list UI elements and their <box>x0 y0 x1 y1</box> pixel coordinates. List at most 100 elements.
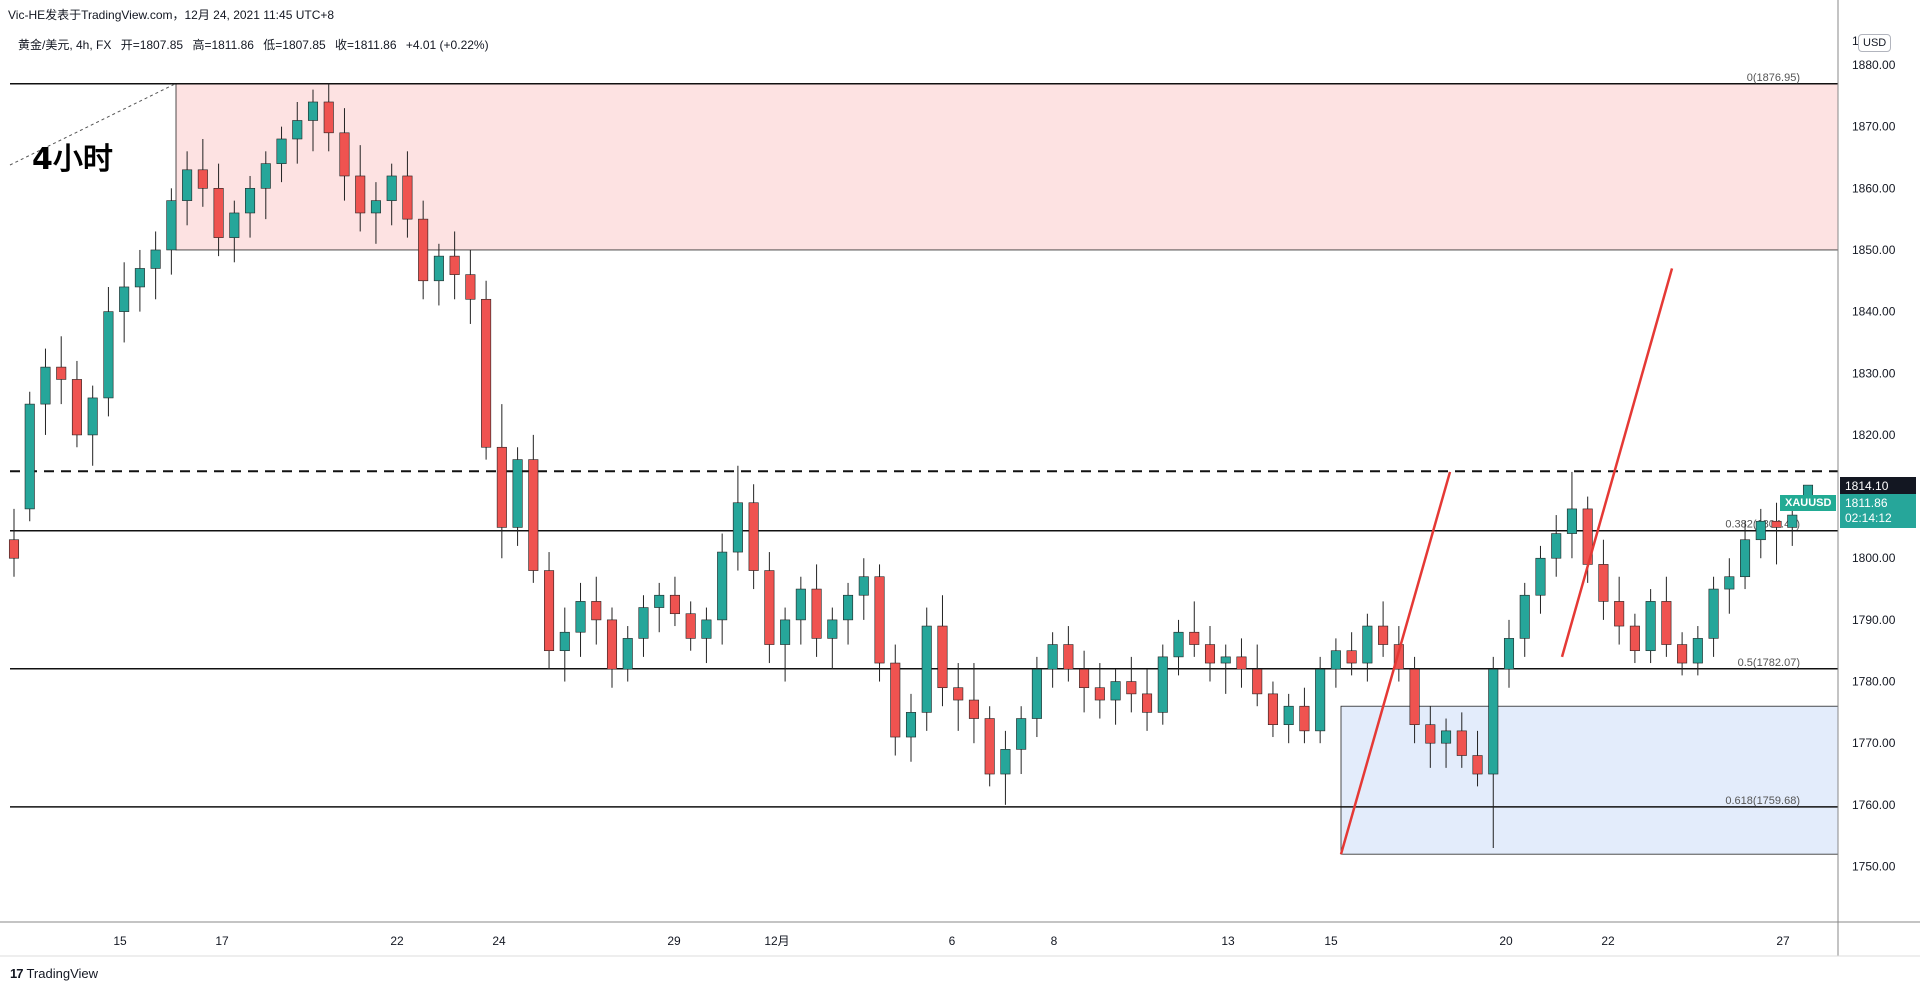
candle-body <box>307 101 319 121</box>
candle-body <box>1031 668 1042 719</box>
candle-body <box>1551 533 1562 559</box>
price-tick-label: 1770.00 <box>1852 736 1896 750</box>
candle-body <box>874 576 885 664</box>
candle-body <box>87 397 98 436</box>
candle-body <box>481 298 492 448</box>
candle-body <box>968 699 979 719</box>
candle-body <box>323 101 334 134</box>
candle-body <box>1677 644 1688 664</box>
candle-body <box>1787 514 1798 528</box>
candle-body <box>229 212 240 238</box>
date-tick-label: 24 <box>492 934 506 948</box>
candle-body <box>638 607 649 639</box>
candle-body <box>1598 564 1609 602</box>
candle-body <box>528 459 539 571</box>
candle-body <box>764 570 775 645</box>
date-tick-label: 27 <box>1776 934 1790 948</box>
candle-body <box>1189 631 1200 645</box>
price-tick-label: 1750.00 <box>1852 860 1896 874</box>
price-tick-label: 1820.00 <box>1852 428 1896 442</box>
level-label-0: 0(1876.95) <box>1747 72 1800 84</box>
candle-body <box>496 446 507 528</box>
candle-body <box>685 613 696 639</box>
tradingview-logo[interactable]: 17 TradingView <box>10 966 98 981</box>
candle-body <box>1425 724 1436 744</box>
candle-body <box>890 662 901 738</box>
level-label-2: 0.5(1782.07) <box>1738 657 1800 669</box>
candle-body <box>1409 668 1420 726</box>
date-tick-label: 17 <box>215 934 229 948</box>
candle-body <box>1094 687 1105 701</box>
date-tick-label: 29 <box>667 934 681 948</box>
candle-body <box>386 175 397 201</box>
candle-body <box>1063 644 1074 670</box>
candle-body <box>1503 638 1515 670</box>
level-price-tag: 1814.10 <box>1840 477 1916 495</box>
candle-body <box>1252 668 1263 695</box>
candle-body <box>119 286 130 312</box>
candle-body <box>1110 681 1121 701</box>
candle-body <box>654 594 665 608</box>
candle-body <box>71 379 82 436</box>
candle-body <box>1740 539 1751 578</box>
price-tick-label: 1780.00 <box>1852 675 1896 689</box>
legend-low: 低=1807.85 <box>263 38 326 52</box>
candle-body <box>732 502 743 553</box>
price-tick-label: 1880.00 <box>1852 58 1896 72</box>
candle-body <box>1346 650 1357 664</box>
candle-body <box>606 619 618 670</box>
candle-body <box>1079 668 1090 689</box>
last-price: 1811.86 <box>1845 496 1888 510</box>
candle-body <box>150 249 161 269</box>
candle-body <box>1362 625 1373 664</box>
candle-body <box>166 200 177 251</box>
candle-body <box>780 619 791 645</box>
candle-body <box>748 502 759 571</box>
candle-body <box>1456 730 1467 756</box>
candle-body <box>1315 668 1326 732</box>
price-tick-label: 1870.00 <box>1852 120 1896 134</box>
zone-1 <box>1340 705 1839 855</box>
price-tick-label: 1850.00 <box>1852 243 1896 257</box>
candle-body <box>465 274 476 300</box>
candle-body <box>433 255 444 282</box>
candle-body <box>1016 718 1027 750</box>
candle-body <box>1157 656 1168 713</box>
date-tick-label: 12月 <box>764 934 789 948</box>
symbol-tag: XAUUSD <box>1780 495 1837 511</box>
candle-body <box>8 539 20 559</box>
candle-body <box>622 638 633 670</box>
candle-body <box>1283 705 1294 726</box>
candle-body <box>512 459 523 528</box>
date-tick-label: 20 <box>1499 934 1513 948</box>
date-tick-label: 15 <box>1324 934 1338 948</box>
zone-0 <box>175 83 1839 251</box>
legend-symbol[interactable]: 黄金/美元, 4h, FX <box>18 38 112 52</box>
candle-body <box>449 255 460 275</box>
candle-body <box>811 588 822 639</box>
candle-body <box>134 268 145 288</box>
legend-open: 开=1807.85 <box>120 38 184 52</box>
candle-body <box>1488 668 1499 775</box>
candle-body <box>1047 644 1058 670</box>
candle-body <box>1629 625 1640 652</box>
candle-body <box>843 594 854 621</box>
ohlc-legend: 黄金/美元, 4h, FX 开=1807.85 高=1811.86 低=1807… <box>18 36 495 53</box>
date-tick-label: 15 <box>113 934 127 948</box>
bar-countdown: 02:14:12 <box>1845 511 1892 525</box>
currency-button[interactable]: USD <box>1858 34 1892 52</box>
candle-body <box>402 175 413 220</box>
candle-body <box>669 594 680 615</box>
candle-body <box>182 169 193 201</box>
candle-body <box>717 551 728 621</box>
candle-body <box>1614 601 1625 627</box>
candle-body <box>1708 588 1719 639</box>
candle-body <box>1393 644 1404 670</box>
candle-body <box>1204 644 1216 664</box>
dotted-trend-line <box>9 83 177 166</box>
candle-body <box>1755 520 1766 541</box>
price-tick-label: 1760.00 <box>1852 798 1896 812</box>
candle-body <box>827 619 838 639</box>
candle-body <box>260 163 271 189</box>
